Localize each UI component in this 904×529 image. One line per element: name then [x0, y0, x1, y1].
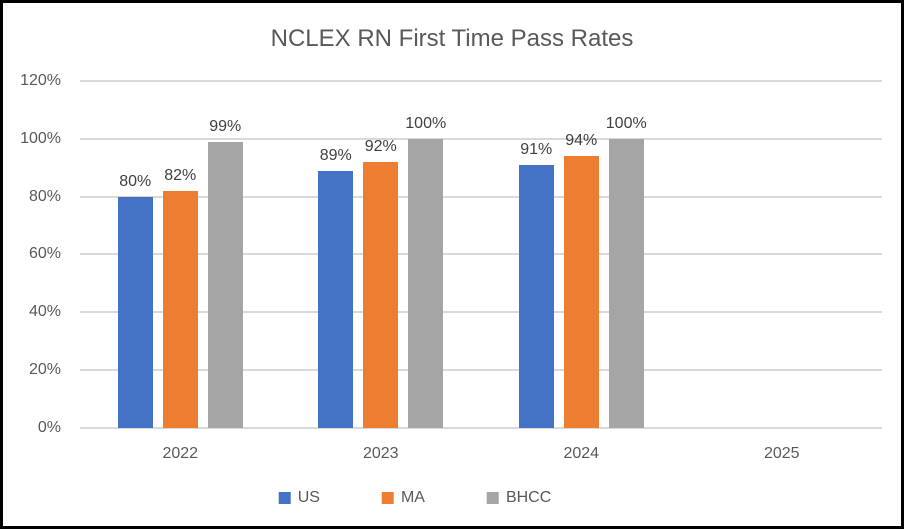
gridline [80, 311, 882, 314]
bar-bhcc-2022 [207, 141, 243, 428]
chart-title: NCLEX RN First Time Pass Rates [270, 25, 634, 52]
y-axis-tick-label: 20% [28, 361, 61, 379]
legend-item-bhcc: BHCC [486, 489, 552, 507]
gridline [80, 79, 882, 82]
data-label: 91% [520, 140, 553, 158]
x-axis-category-label: 2024 [563, 445, 600, 462]
gridline [80, 253, 882, 256]
data-label: 89% [319, 146, 352, 164]
data-label: 99% [209, 117, 242, 135]
legend-label-bhcc: BHCC [505, 489, 552, 506]
y-axis-tick-label: 40% [28, 303, 61, 321]
bar-us-2022 [117, 196, 153, 428]
data-label: 80% [119, 172, 152, 190]
y-axis-tick-label: 120% [20, 71, 61, 89]
legend-label-us: US [297, 489, 320, 506]
bar-us-2024 [518, 164, 554, 428]
legend-label-ma: MA [400, 489, 425, 506]
bar-us-2023 [318, 170, 354, 428]
data-label: 94% [565, 132, 598, 150]
data-label: 100% [405, 114, 447, 132]
legend-item-us: US [278, 489, 320, 507]
y-axis-tick-label: 100% [20, 129, 61, 147]
gridline [80, 137, 882, 140]
bar-bhcc-2023 [408, 138, 444, 428]
data-label: 82% [164, 166, 197, 184]
data-label: 92% [364, 137, 397, 155]
bar-bhcc-2024 [608, 138, 644, 428]
legend: US MA BHCC [278, 489, 552, 507]
x-axis-category-label: 2025 [763, 445, 800, 462]
bar-ma-2024 [563, 156, 599, 428]
bar-ma-2022 [162, 190, 198, 428]
gridline [80, 427, 882, 429]
bar-ma-2023 [363, 161, 399, 428]
plot-area: 0% 20% 40% 60% 80% 100% 120% 2022 80% 82% 99% 2023 8… [3, 3, 901, 526]
legend-swatch-ma [381, 492, 394, 504]
legend-swatch-us [278, 492, 291, 504]
legend-swatch-bhcc [486, 492, 499, 504]
data-label: 100% [605, 114, 647, 132]
y-axis-tick-label: 80% [28, 187, 61, 205]
y-axis-tick-label: 0% [37, 419, 61, 436]
gridline [80, 195, 882, 198]
x-axis-category-label: 2023 [362, 445, 399, 462]
y-axis-tick-label: 60% [28, 245, 61, 263]
x-axis-category-label: 2022 [162, 445, 199, 462]
legend-item-ma: MA [381, 489, 425, 507]
gridline [80, 369, 882, 372]
